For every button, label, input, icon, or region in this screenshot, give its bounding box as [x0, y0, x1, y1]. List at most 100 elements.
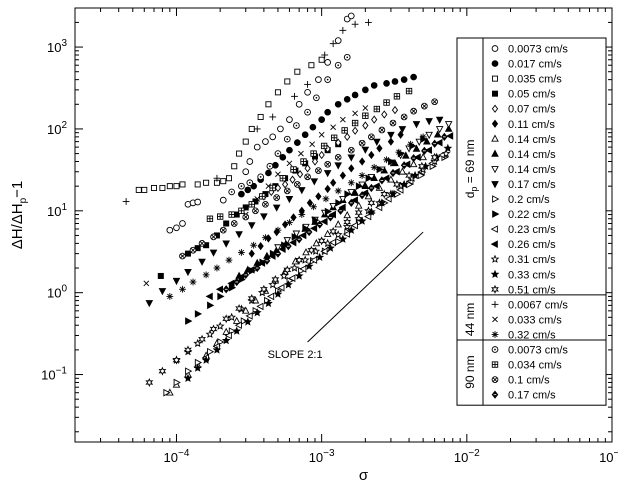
data-point	[289, 175, 296, 184]
legend-entry: 0.31 cm/s	[490, 254, 556, 266]
data-point	[324, 59, 331, 66]
data-point	[241, 306, 250, 314]
x-axis-title: σ	[359, 467, 369, 484]
data-point	[399, 179, 409, 189]
legend-entry: 0.14 cm/s	[491, 149, 556, 161]
data-point	[324, 76, 331, 83]
data-point	[222, 240, 230, 248]
series-17	[122, 19, 372, 205]
data-point	[273, 194, 281, 201]
slope-annotation-label: SLOPE 2:1	[268, 349, 323, 361]
data-point	[344, 190, 352, 198]
data-point	[310, 203, 317, 211]
data-point	[252, 207, 259, 215]
data-point	[289, 238, 297, 247]
data-point	[219, 226, 227, 234]
data-point	[400, 76, 408, 83]
data-point	[395, 148, 403, 156]
data-point	[292, 230, 301, 238]
data-point	[435, 116, 444, 124]
data-point	[391, 105, 399, 115]
y-tick-label: 102	[47, 120, 67, 137]
data-point	[430, 152, 439, 162]
data-point	[194, 358, 203, 367]
y-axis-title-suffix: −1	[9, 181, 26, 198]
legend-entry: 0.0067 cm/s	[491, 299, 568, 311]
legend-label: 0.05 cm/s	[508, 89, 556, 101]
data-point	[135, 186, 142, 193]
data-point	[412, 144, 421, 152]
data-point	[337, 206, 344, 215]
data-point	[324, 160, 331, 168]
data-point	[122, 198, 130, 205]
data-point	[274, 226, 282, 234]
data-point	[210, 233, 217, 241]
data-point	[194, 181, 201, 188]
data-point	[145, 300, 154, 308]
data-point	[304, 80, 311, 88]
data-point	[235, 231, 243, 239]
series-7	[235, 124, 453, 279]
data-point	[347, 12, 355, 20]
data-point	[256, 302, 264, 311]
data-point	[431, 139, 438, 148]
data-point	[424, 146, 432, 154]
data-point	[387, 131, 395, 140]
data-point	[189, 246, 197, 254]
legend-marker	[490, 240, 498, 248]
legend-label: 0.14 cm/s	[508, 134, 556, 146]
legend-group-label: 90 nm	[463, 355, 477, 388]
legend-entry: 0.0073 cm/s	[491, 44, 568, 56]
data-point	[320, 142, 328, 150]
legend-entry: 0.05 cm/s	[492, 89, 556, 101]
data-point	[334, 187, 342, 195]
data-point	[285, 242, 292, 251]
data-point	[333, 230, 343, 239]
legend-label: 0.0073 cm/s	[508, 345, 568, 357]
data-point	[383, 99, 390, 106]
series-20	[228, 53, 351, 196]
data-point	[217, 213, 224, 220]
data-point	[362, 121, 369, 130]
data-point	[277, 283, 285, 292]
data-point	[293, 139, 301, 146]
data-point	[263, 256, 271, 265]
data-point	[443, 143, 453, 153]
data-point	[347, 198, 355, 207]
legend-marker	[491, 331, 499, 338]
data-point	[300, 255, 310, 264]
data-point	[240, 317, 248, 325]
data-point	[368, 183, 375, 193]
legend-box	[456, 37, 607, 406]
data-point	[268, 280, 278, 289]
series-12	[201, 151, 446, 362]
data-point	[212, 345, 222, 354]
legend-marker	[492, 210, 500, 218]
legend-marker	[491, 104, 499, 113]
data-point	[237, 249, 245, 256]
data-point	[158, 366, 167, 376]
data-point	[393, 93, 401, 100]
data-point	[194, 198, 202, 206]
legend-entry: 0.11 cm/s	[491, 119, 555, 131]
data-point	[368, 150, 375, 160]
data-point	[284, 78, 291, 85]
legend-marker	[491, 60, 499, 67]
legend-marker	[491, 181, 499, 189]
data-point	[269, 184, 276, 192]
data-point	[365, 174, 373, 183]
data-point	[352, 110, 358, 117]
data-point	[372, 182, 380, 190]
data-point	[281, 180, 289, 189]
legend-marker	[491, 346, 499, 353]
data-point	[209, 324, 218, 334]
data-point	[279, 175, 286, 182]
data-point	[362, 105, 369, 111]
data-point	[410, 154, 417, 163]
data-point	[383, 156, 390, 164]
data-point	[172, 277, 181, 286]
data-point	[311, 157, 319, 166]
legend-entry: 0.034 cm/s	[491, 360, 562, 372]
data-point	[279, 271, 289, 280]
data-point	[277, 125, 284, 133]
